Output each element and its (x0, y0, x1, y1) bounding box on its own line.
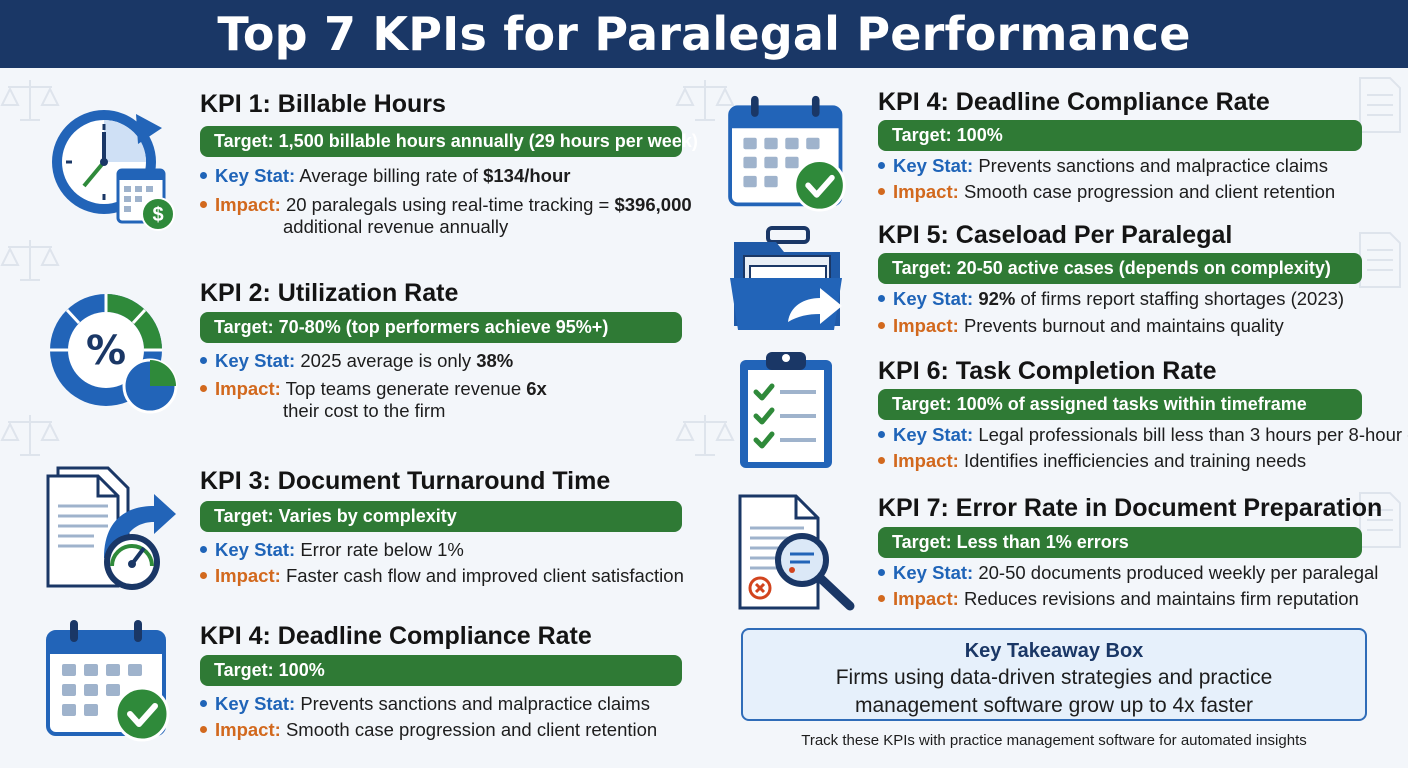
percent-pie-chart-icon: % (50, 294, 178, 414)
bullet-icon (878, 161, 885, 169)
kpi-key-stat: Key Stat: Prevents sanctions and malprac… (878, 155, 1328, 177)
kpi-key-stat: Key Stat: 2025 average is only 38% (200, 350, 513, 372)
key-takeaway-box: Key Takeaway Box Firms using data-driven… (741, 628, 1367, 721)
kpi-title: KPI 6: Task Completion Rate (878, 357, 1217, 385)
takeaway-line: Firms using data-driven strategies and p… (835, 666, 1273, 689)
document-watermark-icon (1359, 232, 1401, 288)
kpi-impact: Impact: 20 paralegals using real-time tr… (200, 194, 692, 216)
kpi-key-stat: Key Stat: Error rate below 1% (200, 539, 464, 561)
bullet-icon (200, 200, 207, 208)
kpi-impact-continued: additional revenue annually (283, 216, 509, 237)
takeaway-line: management software grow up to 4x faster (854, 694, 1254, 717)
kpi-target-bar: Target: 100% of assigned tasks within ti… (878, 389, 1362, 420)
kpi-impact-continued: their cost to the firm (283, 400, 446, 421)
bullet-icon (878, 430, 885, 438)
kpi-impact: Impact: Reduces revisions and maintains … (878, 588, 1359, 610)
kpi-impact: Impact: Smooth case progression and clie… (878, 181, 1335, 203)
takeaway-title: Key Takeaway Box (964, 640, 1144, 662)
document-speedometer-icon (46, 466, 176, 590)
bullet-icon (878, 568, 885, 576)
bullet-icon (200, 171, 207, 179)
bullet-icon (878, 294, 885, 302)
kpi-key-stat: Key Stat: Average billing rate of $134/h… (200, 165, 570, 187)
kpi-key-stat: Key Stat: Legal professionals bill less … (878, 424, 1408, 446)
clipboard-checklist-icon (740, 352, 832, 468)
kpi-impact: Impact: Smooth case progression and clie… (200, 719, 657, 741)
kpi-impact: Impact: Faster cash flow and improved cl… (200, 565, 684, 587)
kpi-key-stat: Key Stat: Prevents sanctions and malprac… (200, 693, 650, 715)
document-magnifier-icon (738, 494, 855, 611)
bullet-icon (200, 699, 207, 707)
scales-watermark-icon (675, 80, 735, 121)
scales-watermark-icon (675, 415, 735, 456)
kpi-title: KPI 7: Error Rate in Document Preparatio… (878, 494, 1383, 522)
kpi-impact: Impact: Identifies inefficiencies and tr… (878, 450, 1306, 472)
kpi-title: KPI 5: Caseload Per Paralegal (878, 221, 1233, 249)
kpi-title: KPI 4: Deadline Compliance Rate (878, 88, 1270, 116)
kpi-target-bar: Target: 100% (878, 120, 1362, 151)
kpi-key-stat: Key Stat: 92% of firms report staffing s… (878, 288, 1344, 310)
svg-text:$: $ (152, 204, 163, 226)
bullet-icon (878, 594, 885, 602)
bullet-icon (878, 321, 885, 329)
bullet-icon (200, 725, 207, 733)
kpi-key-stat: Key Stat: 20-50 documents produced weekl… (878, 562, 1378, 584)
kpi-impact: Impact: Prevents burnout and maintains q… (878, 315, 1284, 337)
footer-note: Track these KPIs with practice managemen… (801, 732, 1307, 749)
clock-calendar-dollar-icon: $ (52, 110, 175, 231)
kpi-impact: Impact: Top teams generate revenue 6x (200, 378, 547, 400)
calendar-check-icon (728, 95, 846, 212)
kpi-target-bar: Target: 100% (200, 655, 682, 686)
scales-watermark-icon (0, 240, 60, 281)
header-banner: Top 7 KPIs for Paralegal Performance (0, 0, 1408, 68)
bullet-icon (878, 187, 885, 195)
document-watermark-icon (1359, 77, 1401, 133)
scales-watermark-icon (0, 415, 60, 456)
bullet-icon (200, 571, 207, 579)
bullet-icon (878, 456, 885, 464)
bullet-icon (200, 545, 207, 553)
svg-text:%: % (86, 328, 126, 374)
kpi-target-bar: Target: 70-80% (top performers achieve 9… (200, 312, 682, 343)
page-title: Top 7 KPIs for Paralegal Performance (217, 7, 1191, 61)
kpi-target-bar: Target: Less than 1% errors (878, 527, 1362, 558)
scales-watermark-icon (0, 80, 60, 121)
bullet-icon (200, 384, 207, 392)
calendar-check-icon (46, 620, 170, 742)
kpi-target-bar: Target: Varies by complexity (200, 501, 682, 532)
kpi-target-bar: Target: 20-50 active cases (depends on c… (878, 253, 1362, 284)
kpi-title: KPI 3: Document Turnaround Time (200, 467, 611, 495)
kpi-target-bar: Target: 1,500 billable hours annually (2… (200, 126, 698, 157)
kpi-title: KPI 4: Deadline Compliance Rate (200, 622, 592, 650)
bullet-icon (200, 356, 207, 364)
folder-arrow-icon (730, 226, 842, 330)
kpi-title: KPI 1: Billable Hours (200, 90, 446, 118)
kpi-title: KPI 2: Utilization Rate (200, 279, 459, 307)
